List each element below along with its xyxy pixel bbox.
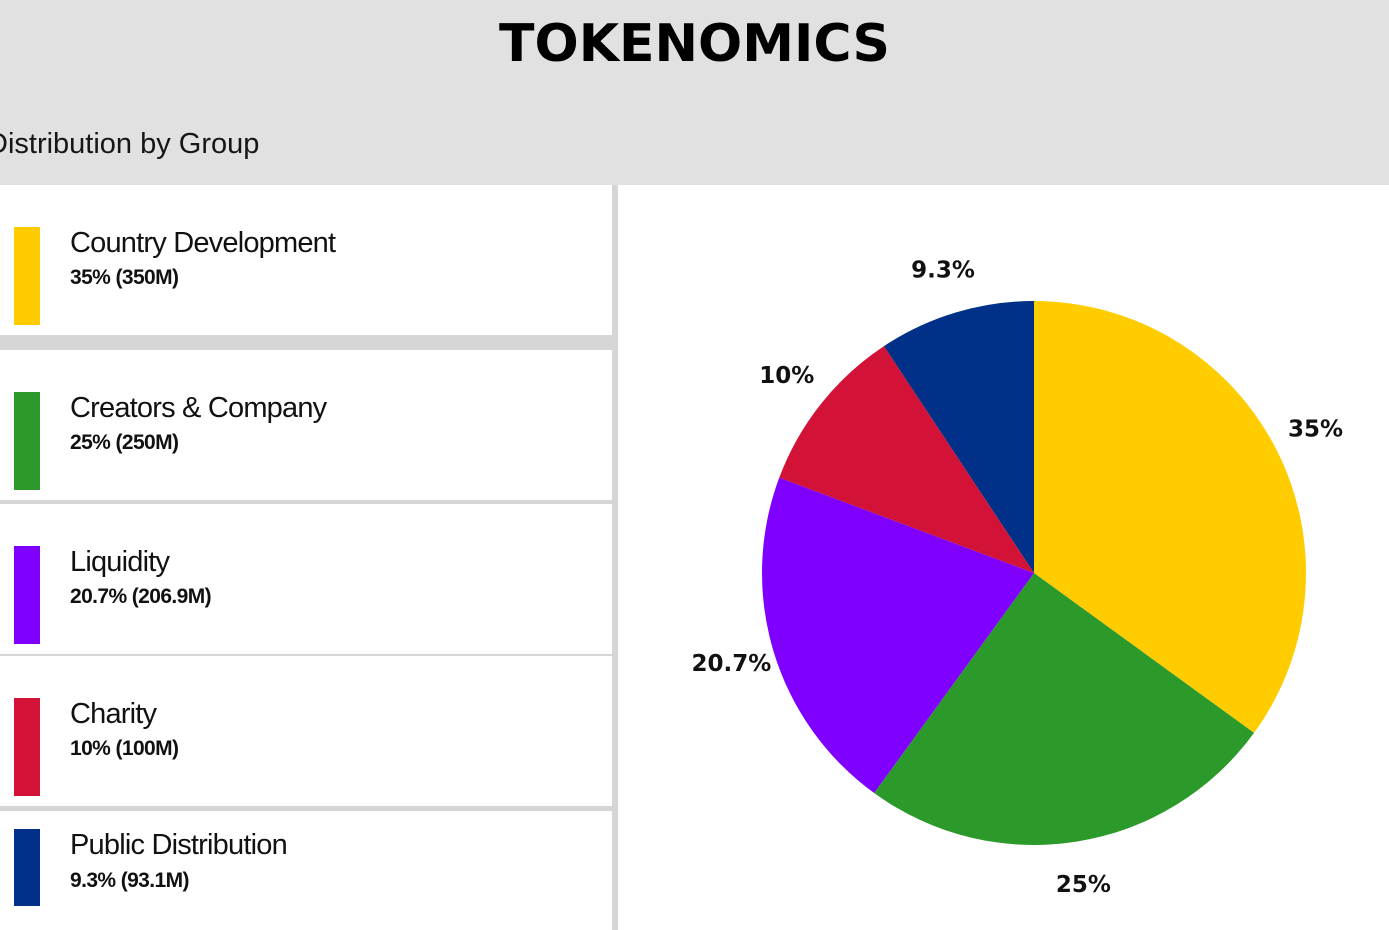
- legend-item-creators-company: Creators & Company 25% (250M): [0, 350, 612, 500]
- legend: Country Development 35% (350M) Creators …: [0, 185, 612, 930]
- pie-label-creators-company: 25%: [1056, 872, 1111, 898]
- legend-value: 9.3% (93.1M): [70, 869, 189, 892]
- pie-slice-public-distribution: [883, 301, 1034, 573]
- pie-label-liquidity: 20.7%: [691, 651, 771, 677]
- legend-item-public-distribution: Public Distribution 9.3% (93.1M): [0, 811, 612, 930]
- legend-value: 35% (350M): [70, 266, 179, 289]
- legend-label: Creators & Company: [70, 392, 327, 424]
- pie-label-public-distribution: 9.3%: [911, 257, 975, 283]
- legend-swatch: [14, 698, 40, 796]
- pie-slice-liquidity: [762, 477, 1034, 794]
- legend-swatch: [14, 829, 40, 906]
- pie-label-charity: 10%: [759, 363, 814, 389]
- chart-subtitle: Distribution by Group: [0, 128, 260, 160]
- legend-label: Charity: [70, 698, 157, 730]
- page-title: TOKENOMICS: [499, 14, 890, 74]
- legend-swatch: [14, 392, 40, 490]
- legend-value: 10% (100M): [70, 737, 179, 760]
- panel-divider: [612, 185, 618, 930]
- legend-label: Liquidity: [70, 546, 170, 578]
- chart-panel: 35% 25% 20.7% 10% 9.3%: [618, 185, 1389, 930]
- pie-slice-country-development: [1034, 301, 1306, 733]
- legend-value: 25% (250M): [70, 431, 179, 454]
- legend-value: 20.7% (206.9M): [70, 585, 212, 608]
- pie-label-country-development: 35%: [1288, 417, 1343, 443]
- pie-chart: 35% 25% 20.7% 10% 9.3%: [691, 257, 1343, 898]
- legend-item-liquidity: Liquidity 20.7% (206.9M): [0, 504, 612, 654]
- pie-slice-charity: [779, 346, 1034, 573]
- pie-slice-creators-company: [874, 573, 1255, 845]
- legend-swatch: [14, 546, 40, 644]
- legend-label: Public Distribution: [70, 829, 288, 861]
- legend-swatch: [14, 227, 40, 325]
- legend-item-charity: Charity 10% (100M): [0, 656, 612, 806]
- legend-label: Country Development: [70, 227, 336, 259]
- legend-item-country-development: Country Development 35% (350M): [0, 185, 612, 335]
